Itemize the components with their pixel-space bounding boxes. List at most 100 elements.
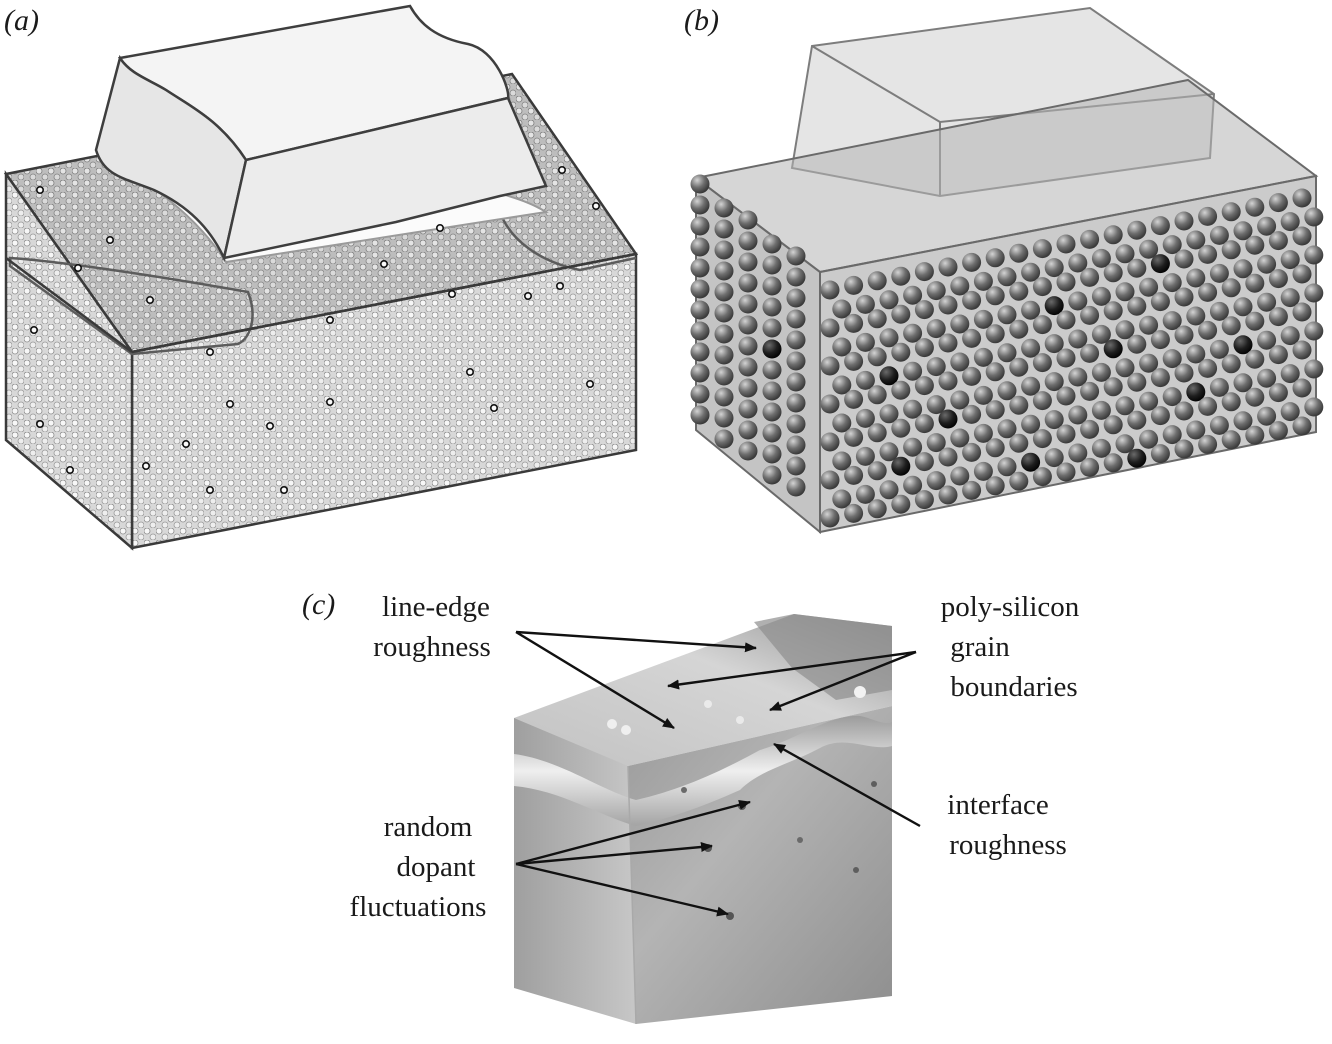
silicon-atom xyxy=(1293,227,1312,246)
silicon-atom xyxy=(763,340,782,359)
silicon-atom xyxy=(868,385,887,404)
silicon-atom xyxy=(1080,344,1099,363)
panel-c-label: (c) xyxy=(302,588,335,621)
dopant-atom xyxy=(381,261,387,267)
silicon-atom xyxy=(715,325,734,344)
annotation-text: roughness xyxy=(949,829,1067,861)
dopant-atom xyxy=(593,203,599,209)
silicon-atom xyxy=(821,395,840,414)
silicon-atom xyxy=(821,471,840,490)
silicon-atom xyxy=(1245,274,1264,293)
silicon-atom xyxy=(1009,282,1028,301)
silicon-atom xyxy=(821,319,840,338)
silicon-atom xyxy=(939,334,958,353)
silicon-atom xyxy=(691,385,710,404)
silicon-atom xyxy=(1222,278,1241,297)
silicon-atom xyxy=(868,309,887,328)
silicon-atom xyxy=(1198,245,1217,264)
silicon-atom xyxy=(1269,193,1288,212)
silicon-atom xyxy=(962,481,981,500)
silicon-atom xyxy=(715,283,734,302)
silicon-atom xyxy=(691,280,710,299)
silicon-atom xyxy=(1304,360,1323,379)
silicon-atom xyxy=(1080,420,1099,439)
silicon-atom xyxy=(715,346,734,365)
silicon-atom xyxy=(915,262,934,281)
silicon-atom xyxy=(787,289,806,308)
silicon-atom xyxy=(763,256,782,275)
silicon-atom xyxy=(1269,231,1288,250)
silicon-atom xyxy=(1245,388,1264,407)
silicon-atom xyxy=(962,329,981,348)
dopant-atom xyxy=(327,317,333,323)
silicon-atom xyxy=(1175,288,1194,307)
silicon-atom xyxy=(1127,335,1146,354)
label-interface-roughness: interface roughness xyxy=(947,789,1067,861)
silicon-atom xyxy=(1151,330,1170,349)
silicon-atom xyxy=(868,347,887,366)
silicon-atom xyxy=(1198,207,1217,226)
silicon-atom xyxy=(1033,353,1052,372)
silicon-atom xyxy=(1033,429,1052,448)
silicon-atom xyxy=(1057,311,1076,330)
dopant-atom xyxy=(587,381,593,387)
silicon-atom xyxy=(691,406,710,425)
silicon-atom xyxy=(715,220,734,239)
silicon-atom xyxy=(1269,345,1288,364)
dopant-atom xyxy=(37,187,43,193)
silicon-atom xyxy=(691,175,710,194)
silicon-atom xyxy=(1057,425,1076,444)
silicon-atom xyxy=(1104,453,1123,472)
silicon-atom xyxy=(1151,406,1170,425)
silicon-atom xyxy=(1104,263,1123,282)
silicon-atom xyxy=(891,305,910,324)
silicon-atom xyxy=(715,262,734,281)
silicon-atom xyxy=(1080,230,1099,249)
silicon-atom xyxy=(739,211,758,230)
silicon-atom xyxy=(1222,316,1241,335)
silicon-atom xyxy=(1269,383,1288,402)
annotation-text: line-edge xyxy=(382,591,490,623)
silicon-atom xyxy=(739,442,758,461)
silicon-atom xyxy=(1033,239,1052,258)
silicon-atom xyxy=(1293,303,1312,322)
silicon-atom xyxy=(1269,269,1288,288)
silicon-atom xyxy=(821,281,840,300)
silicon-atom xyxy=(821,433,840,452)
silicon-atom xyxy=(1175,250,1194,269)
dopant-atom xyxy=(557,283,563,289)
silicon-atom xyxy=(715,304,734,323)
silicon-atom xyxy=(891,495,910,514)
silicon-atom xyxy=(1009,434,1028,453)
silicon-atom xyxy=(1009,396,1028,415)
silicon-atom xyxy=(821,509,840,528)
dopant-atom xyxy=(147,297,153,303)
silicon-atom xyxy=(1057,387,1076,406)
silicon-atom xyxy=(1198,435,1217,454)
silicon-atom xyxy=(787,394,806,413)
silicon-atom xyxy=(844,314,863,333)
silicon-atom xyxy=(787,247,806,266)
silicon-atom xyxy=(891,267,910,286)
silicon-atom xyxy=(1304,322,1323,341)
dopant-atom xyxy=(559,167,565,173)
silicon-atom xyxy=(939,486,958,505)
silicon-atom xyxy=(844,390,863,409)
silicon-atom xyxy=(1175,440,1194,459)
silicon-atom xyxy=(715,367,734,386)
silicon-atom xyxy=(739,295,758,314)
silicon-atom xyxy=(1198,321,1217,340)
dopant-atom xyxy=(525,293,531,299)
silicon-atom xyxy=(763,298,782,317)
silicon-atom xyxy=(939,258,958,277)
silicon-atom xyxy=(1175,326,1194,345)
silicon-atom xyxy=(1104,301,1123,320)
silicon-atom xyxy=(891,381,910,400)
silicon-atom xyxy=(1009,358,1028,377)
silicon-atom xyxy=(1127,259,1146,278)
silicon-atom xyxy=(739,253,758,272)
silicon-atom xyxy=(1269,421,1288,440)
dopant-atom xyxy=(75,265,81,271)
silicon-atom xyxy=(739,400,758,419)
